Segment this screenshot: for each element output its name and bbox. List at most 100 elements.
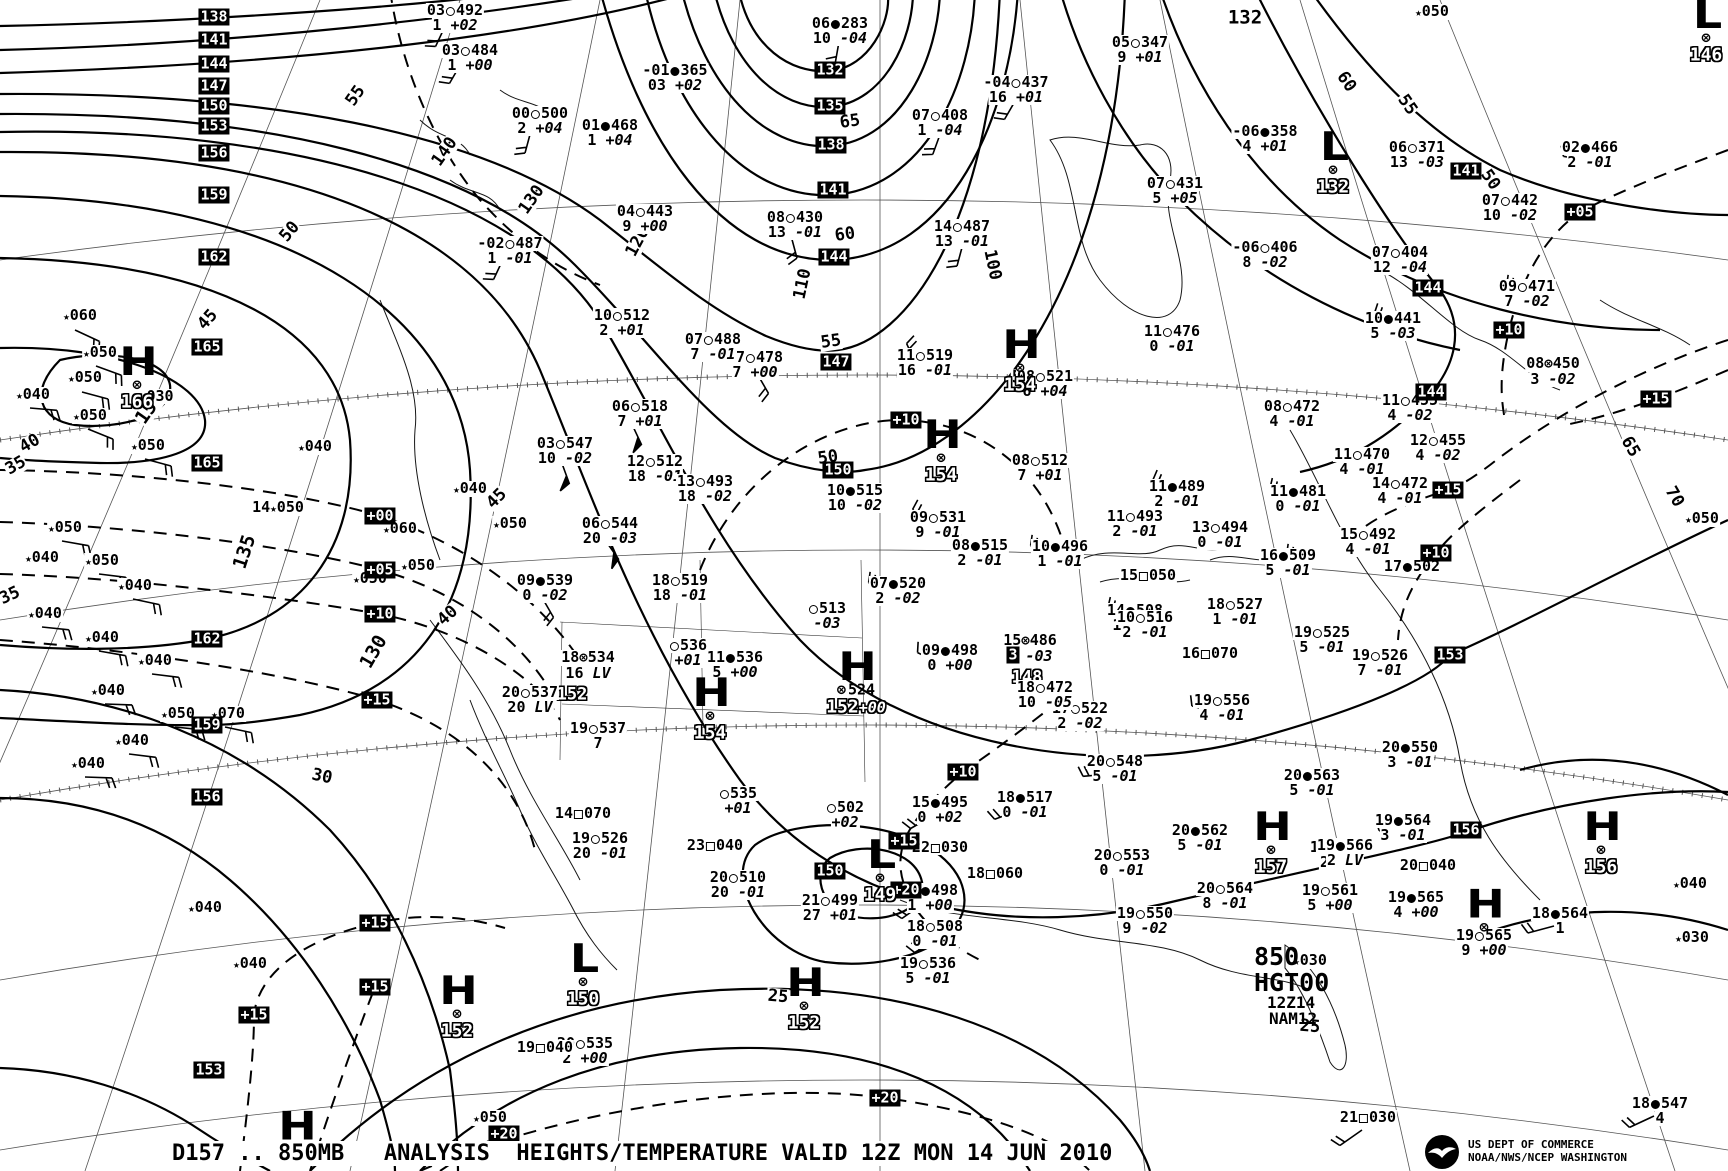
station-plot: 09 471 7 -02 bbox=[1497, 279, 1557, 309]
temp-contour-box-label: +20 bbox=[488, 1124, 520, 1143]
filled-dot-station-icon bbox=[845, 487, 855, 496]
station-value: 030 bbox=[145, 387, 175, 405]
station-dewpoint-change: 5 -01 bbox=[1288, 781, 1336, 799]
circle-station-icon bbox=[1215, 885, 1225, 894]
station-value: ★040 bbox=[452, 479, 488, 497]
station-dewpoint-change: 3 -01 bbox=[1386, 753, 1434, 771]
station-value: 02 466 bbox=[1560, 138, 1620, 156]
station-value: ★040 bbox=[27, 604, 63, 622]
station-plot: ★050 bbox=[47, 520, 83, 536]
station-plot: 10 516 2 -01 bbox=[1115, 610, 1175, 640]
star-station-icon: ★ bbox=[211, 708, 218, 721]
height-contour-box-label: 153 bbox=[1434, 645, 1466, 664]
station-plot: ★050 bbox=[400, 558, 436, 574]
center-height-label: 146 bbox=[1689, 44, 1723, 66]
station-dewpoint-change: 10 -02 bbox=[1481, 206, 1539, 224]
circle-station-icon bbox=[1035, 373, 1045, 382]
pressure-center-low: L ⊗ 146 bbox=[1690, 0, 1723, 65]
circle-station-icon bbox=[1282, 403, 1292, 412]
filled-dot-station-icon bbox=[830, 20, 840, 29]
station-plot: 09 498 0 +00 bbox=[920, 643, 980, 673]
station-plot: ★060 bbox=[62, 308, 98, 324]
station-dewpoint-change: 1 +02 bbox=[431, 16, 479, 34]
station-value: 10 515 bbox=[825, 481, 885, 499]
star-station-icon: ★ bbox=[1685, 513, 1692, 526]
station-plot: ★030 bbox=[1674, 930, 1710, 946]
station-value: -04 437 bbox=[982, 73, 1050, 91]
station-dewpoint-change: +01 bbox=[673, 651, 703, 669]
station-value: 07 408 bbox=[910, 106, 970, 124]
station-plot: 02 466 2 -01 bbox=[1560, 138, 1620, 170]
station-dewpoint-change: 9 +00 bbox=[621, 217, 669, 235]
temp-contour-box-label: +05 bbox=[364, 560, 396, 579]
station-plot: -02 487 1 -01 bbox=[476, 236, 544, 266]
station-value: ★050 bbox=[67, 368, 103, 386]
circle-station-icon bbox=[588, 725, 598, 734]
station-value: ★040 bbox=[90, 681, 126, 699]
station-value: 14 487 bbox=[932, 217, 992, 235]
wind-barb bbox=[29, 407, 61, 421]
station-value: 18 547 bbox=[1630, 1094, 1690, 1112]
meridian-line bbox=[1299, 0, 1676, 1171]
circle-station-icon bbox=[719, 790, 729, 799]
filled-dot-station-icon bbox=[940, 647, 950, 656]
station-plot: ★040 bbox=[452, 481, 488, 497]
filled-dot-station-icon bbox=[920, 887, 930, 896]
circle-station-icon bbox=[530, 110, 540, 119]
station-value: 08⊗450 bbox=[1525, 354, 1581, 372]
height-contour-box-label: 138 bbox=[198, 7, 230, 26]
station-plot: ★050 bbox=[492, 516, 528, 532]
noaa-logo-icon bbox=[1425, 1135, 1459, 1169]
center-cross-icon: ⊗ bbox=[1701, 28, 1711, 47]
station-plot: 06 518 7 +01 bbox=[610, 399, 670, 429]
station-plot: ★040 bbox=[114, 733, 150, 749]
station-dewpoint-change: 2 -01 bbox=[956, 551, 1004, 569]
center-height-value: 524 bbox=[847, 680, 876, 699]
station-value: 10 496 bbox=[1030, 537, 1090, 555]
circle-station-icon bbox=[808, 605, 818, 614]
high-center-glyph: H bbox=[278, 1103, 316, 1149]
station-value: 15 495 bbox=[910, 793, 970, 811]
temp-contour-box-label: +15 bbox=[1432, 480, 1464, 499]
station-plot: 13 493 18 -02 bbox=[675, 474, 735, 504]
star-station-icon: ★ bbox=[233, 958, 240, 971]
station-dewpoint-change: 7 -01 bbox=[689, 345, 737, 363]
station-plot: 19 536 5 -01 bbox=[898, 956, 958, 986]
station-plot: 11 493 2 -01 bbox=[1105, 509, 1165, 539]
station-value: ★040 bbox=[1672, 874, 1708, 892]
circle-station-icon bbox=[670, 577, 680, 586]
circle-station-icon bbox=[695, 478, 705, 487]
station-plot: 03 492 1 +02 bbox=[425, 3, 485, 34]
temp-contour-box-label: +10 bbox=[890, 410, 922, 429]
station-dewpoint-change: 4 -01 bbox=[1268, 412, 1316, 430]
station-plot: 15 495 0 +02 bbox=[910, 793, 970, 825]
height-contour-box-label: 165 bbox=[191, 453, 223, 472]
station-plot: ★060 bbox=[382, 521, 418, 537]
filled-dot-station-icon bbox=[1393, 817, 1403, 826]
circle-station-icon bbox=[826, 804, 836, 813]
station-plot: -06 406 8 -02 bbox=[1231, 240, 1299, 270]
filled-dot-station-icon bbox=[970, 542, 980, 551]
station-plot: 16 509 5 -01 bbox=[1258, 548, 1318, 578]
circle-station-icon bbox=[1225, 601, 1235, 610]
station-dewpoint-change: 20 -01 bbox=[709, 883, 767, 901]
square-station-icon bbox=[985, 870, 995, 879]
temp-contour-box-label: +05 bbox=[1564, 202, 1596, 221]
station-plot: 20 564 8 -01 bbox=[1195, 881, 1255, 911]
star-station-icon: ★ bbox=[131, 440, 138, 453]
circle-station-icon bbox=[630, 403, 640, 412]
station-plot: 10 496 1 -01 bbox=[1030, 537, 1090, 569]
station-value: ★050 bbox=[130, 436, 166, 454]
circle-station-icon bbox=[635, 208, 645, 217]
station-value: 12 455 bbox=[1408, 431, 1468, 449]
station-value: 09 531 bbox=[908, 508, 968, 526]
circle-station-icon bbox=[1135, 910, 1145, 919]
station-plot: 18 517 0 -01 bbox=[995, 790, 1055, 820]
station-value: 20 562 bbox=[1170, 821, 1230, 839]
station-value: 11 489 bbox=[1147, 477, 1207, 495]
height-contour-box-label: 150 bbox=[822, 460, 854, 479]
circle-station-icon bbox=[1011, 79, 1021, 88]
station-value: 08 430 bbox=[765, 208, 825, 226]
height-contour-box-label: 144 bbox=[1412, 278, 1444, 297]
star-station-icon: ★ bbox=[85, 555, 92, 568]
